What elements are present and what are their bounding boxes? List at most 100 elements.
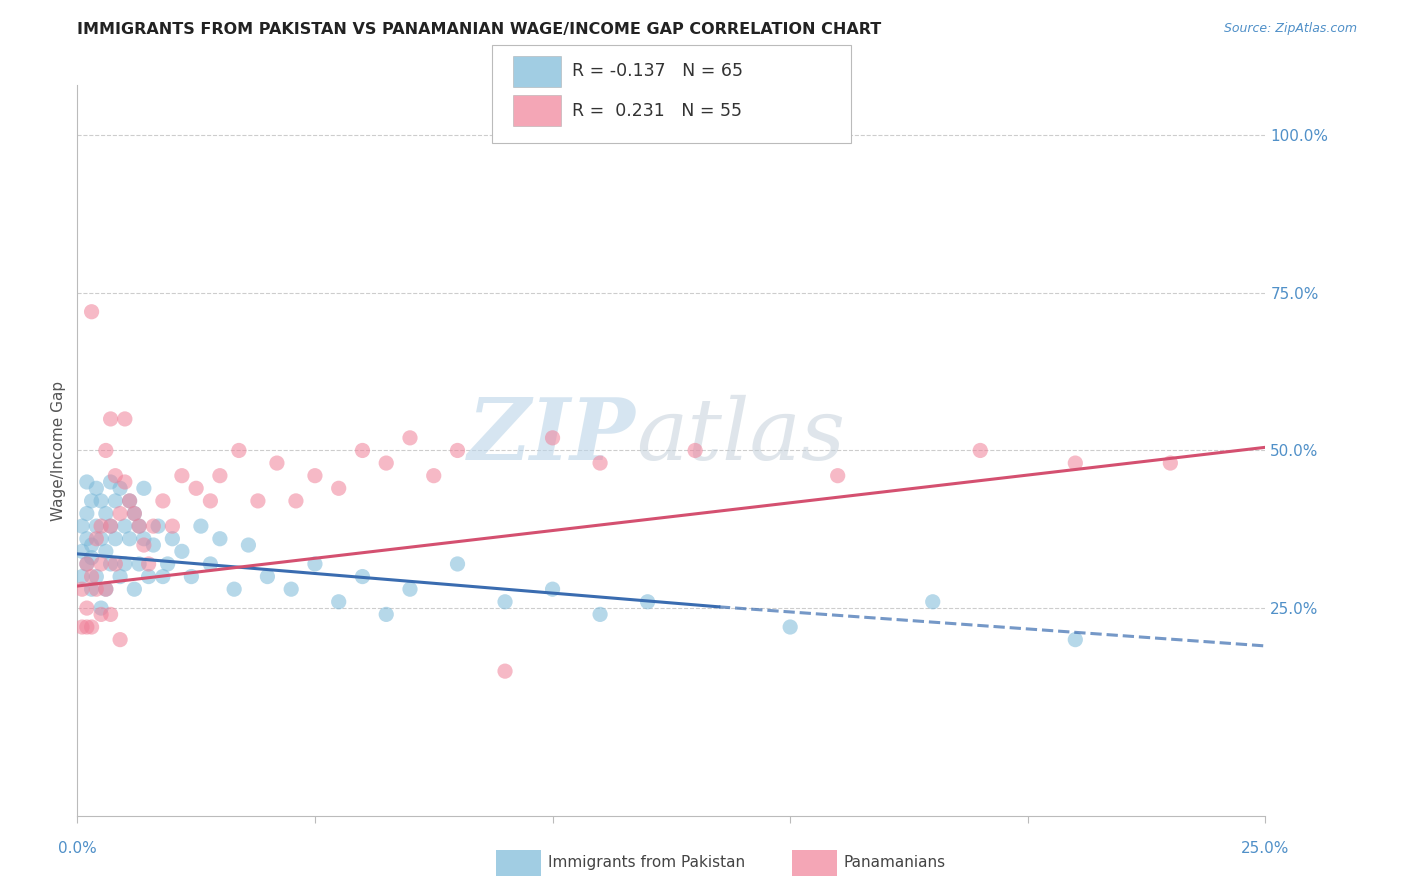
Point: [132, 538, 155, 552]
Point: [170, 544, 193, 558]
Point: [80, 304, 103, 318]
Point: [90, 532, 112, 546]
Point: [128, 557, 150, 571]
Point: [124, 507, 146, 521]
Text: R = -0.137   N = 65: R = -0.137 N = 65: [572, 62, 744, 80]
Point: [304, 468, 326, 483]
Point: [208, 468, 231, 483]
Point: [70, 519, 93, 533]
Point: [80, 620, 103, 634]
Point: [86, 532, 108, 546]
Point: [128, 519, 150, 533]
Point: [70, 544, 93, 558]
Point: [70, 620, 93, 634]
Point: [80, 538, 103, 552]
Point: [94, 544, 117, 558]
Point: [108, 507, 131, 521]
Point: [200, 557, 222, 571]
Point: [104, 532, 127, 546]
Point: [124, 507, 146, 521]
Point: [114, 557, 136, 571]
Point: [114, 412, 136, 426]
Point: [238, 538, 260, 552]
Point: [76, 532, 98, 546]
Point: [375, 607, 398, 622]
Point: [80, 550, 103, 565]
Point: [90, 494, 112, 508]
Point: [90, 601, 112, 615]
Point: [352, 443, 374, 458]
Point: [132, 532, 155, 546]
Point: [80, 569, 103, 583]
Point: [86, 569, 108, 583]
Point: [256, 569, 278, 583]
Point: [100, 412, 122, 426]
Point: [589, 456, 612, 470]
Point: [228, 443, 250, 458]
Point: [541, 431, 564, 445]
Text: Immigrants from Pakistan: Immigrants from Pakistan: [548, 855, 745, 870]
Point: [132, 481, 155, 495]
Point: [80, 494, 103, 508]
Text: ZIP: ZIP: [468, 394, 636, 477]
Text: 0.0%: 0.0%: [58, 841, 97, 856]
Point: [170, 468, 193, 483]
Point: [328, 595, 350, 609]
Point: [224, 582, 246, 597]
Point: [118, 494, 141, 508]
Point: [94, 582, 117, 597]
Point: [156, 557, 179, 571]
Point: [90, 519, 112, 533]
Point: [100, 519, 122, 533]
Point: [152, 569, 174, 583]
Point: [186, 481, 208, 495]
Point: [108, 569, 131, 583]
Point: [589, 607, 612, 622]
Point: [284, 494, 307, 508]
Point: [90, 557, 112, 571]
Point: [494, 664, 516, 678]
Point: [90, 607, 112, 622]
Point: [1159, 456, 1181, 470]
Point: [266, 456, 288, 470]
Point: [76, 507, 98, 521]
Point: [70, 569, 93, 583]
Point: [86, 519, 108, 533]
Point: [162, 532, 184, 546]
Point: [138, 557, 160, 571]
Point: [86, 582, 108, 597]
Point: [280, 582, 302, 597]
Point: [146, 519, 169, 533]
Point: [208, 532, 231, 546]
Point: [76, 557, 98, 571]
Text: IMMIGRANTS FROM PAKISTAN VS PANAMANIAN WAGE/INCOME GAP CORRELATION CHART: IMMIGRANTS FROM PAKISTAN VS PANAMANIAN W…: [77, 22, 882, 37]
Point: [304, 557, 326, 571]
Point: [375, 456, 398, 470]
Point: [104, 494, 127, 508]
Point: [1064, 456, 1087, 470]
Text: Source: ZipAtlas.com: Source: ZipAtlas.com: [1223, 22, 1357, 36]
Point: [779, 620, 801, 634]
Point: [86, 481, 108, 495]
Point: [190, 519, 212, 533]
Point: [76, 620, 98, 634]
Point: [446, 557, 468, 571]
Point: [104, 468, 127, 483]
Point: [328, 481, 350, 495]
Point: [100, 475, 122, 489]
Point: [683, 443, 706, 458]
Point: [494, 595, 516, 609]
Point: [637, 595, 659, 609]
Point: [76, 475, 98, 489]
Point: [162, 519, 184, 533]
Point: [399, 431, 422, 445]
Point: [138, 569, 160, 583]
Point: [399, 582, 422, 597]
Point: [94, 507, 117, 521]
Point: [70, 582, 93, 597]
Point: [100, 519, 122, 533]
Point: [142, 538, 165, 552]
Point: [94, 582, 117, 597]
Point: [94, 443, 117, 458]
Point: [108, 481, 131, 495]
